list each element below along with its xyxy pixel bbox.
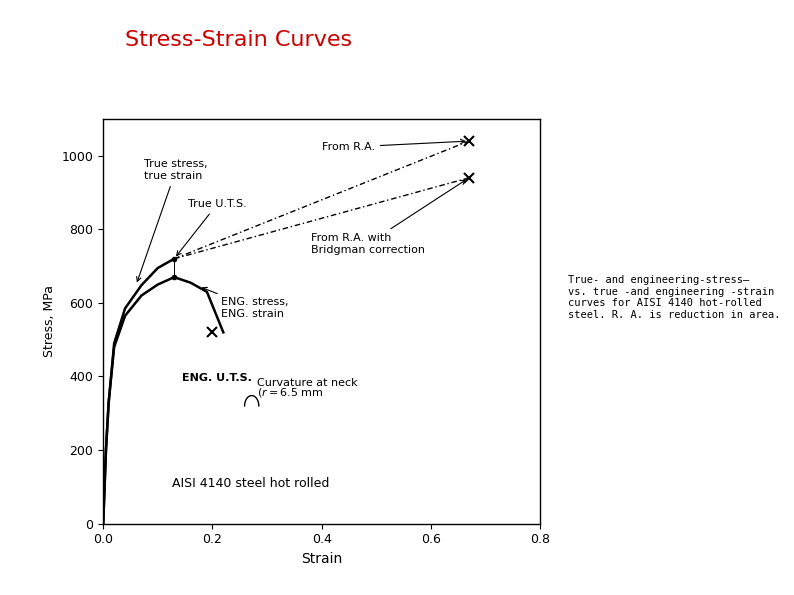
- Text: Curvature at neck: Curvature at neck: [257, 377, 358, 387]
- Text: From R.A. with
Bridgman correction: From R.A. with Bridgman correction: [310, 180, 465, 255]
- Text: AISI 4140 steel hot rolled: AISI 4140 steel hot rolled: [172, 478, 330, 490]
- Text: From R.A.: From R.A.: [322, 139, 465, 152]
- Text: $(r = 6.5$ mm: $(r = 6.5$ mm: [257, 386, 324, 399]
- Text: Stress-Strain Curves: Stress-Strain Curves: [125, 30, 352, 50]
- X-axis label: Strain: Strain: [301, 552, 342, 566]
- Y-axis label: Stress, MPa: Stress, MPa: [43, 285, 56, 358]
- Text: ENG. U.T.S.: ENG. U.T.S.: [183, 373, 252, 383]
- Text: ENG. stress,
ENG. strain: ENG. stress, ENG. strain: [202, 287, 288, 319]
- Text: True U.T.S.: True U.T.S.: [177, 199, 247, 256]
- Text: True- and engineering-stress–
vs. true -and engineering -strain
curves for AISI : True- and engineering-stress– vs. true -…: [568, 275, 781, 320]
- Text: True stress,
true strain: True stress, true strain: [137, 159, 208, 281]
